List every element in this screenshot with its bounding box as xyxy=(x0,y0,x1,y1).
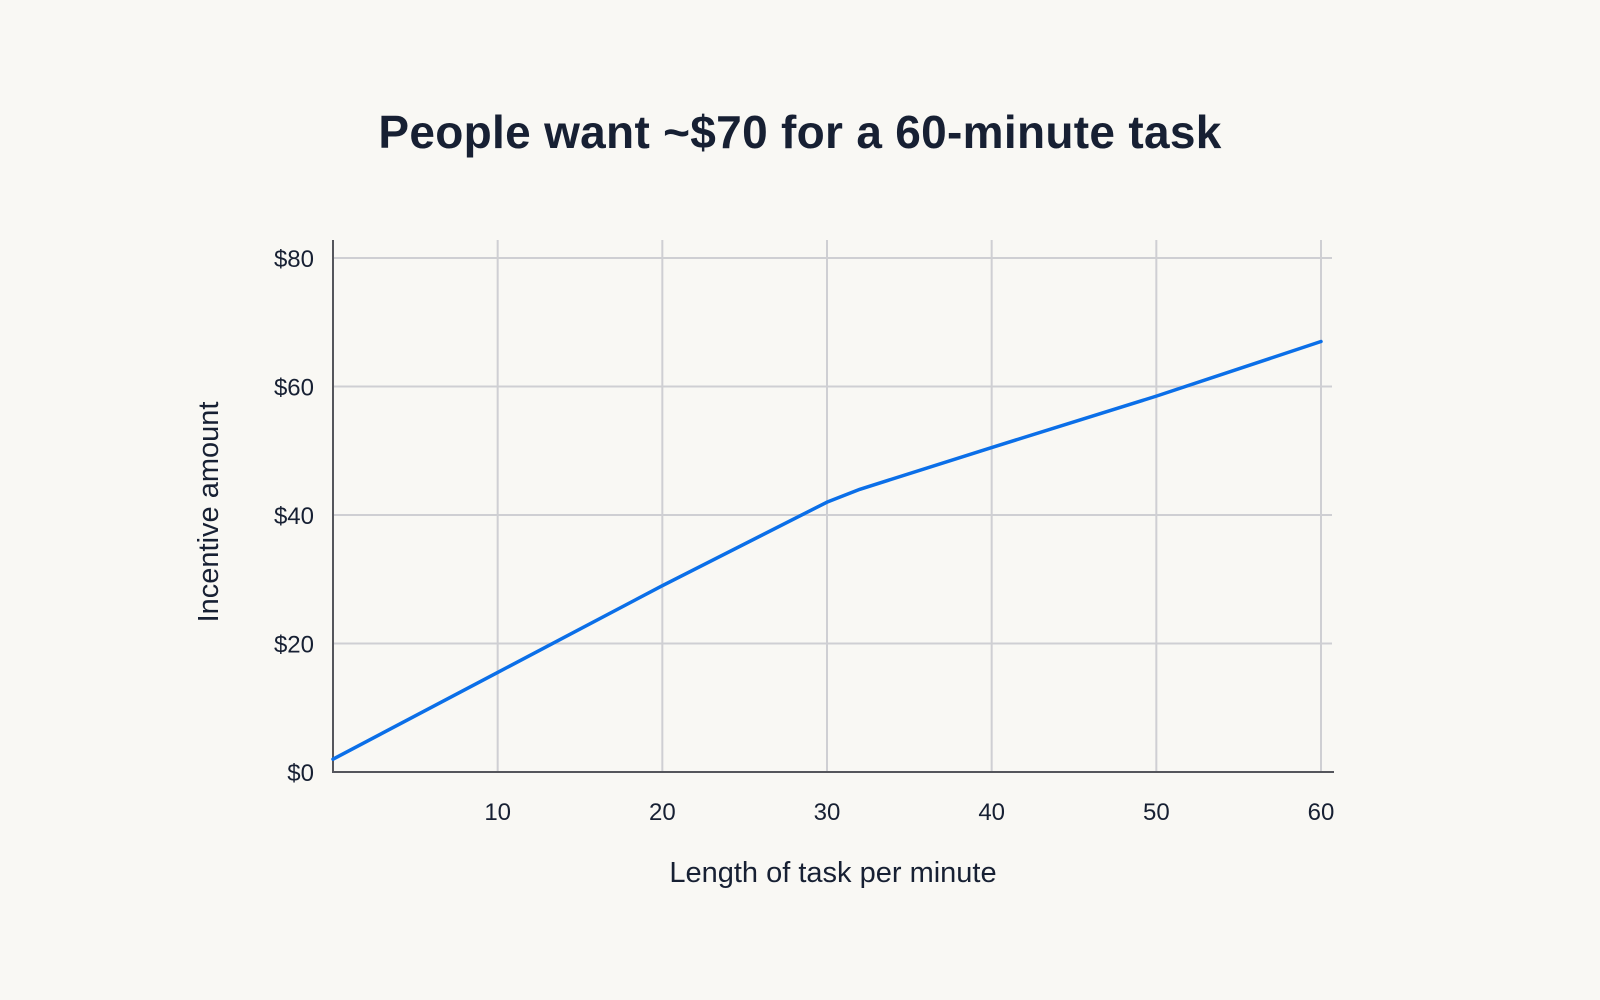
x-tick-label: 50 xyxy=(1143,799,1170,826)
y-tick-label: $0 xyxy=(287,760,314,787)
y-tick-label: $20 xyxy=(274,632,314,659)
x-tick-label: 60 xyxy=(1308,799,1335,826)
x-tick-label: 10 xyxy=(484,799,511,826)
y-tick-label: $40 xyxy=(274,503,314,530)
x-tick-label: 30 xyxy=(814,799,841,826)
x-tick-label: 40 xyxy=(978,799,1005,826)
chart-title: People want ~$70 for a 60-minute task xyxy=(378,106,1222,158)
y-tick-label: $60 xyxy=(274,375,314,402)
x-axis-label: Length of task per minute xyxy=(669,857,996,889)
series-line xyxy=(331,339,1323,761)
y-tick-label: $80 xyxy=(274,246,314,273)
y-axis-label: Incentive amount xyxy=(193,402,225,623)
x-tick-label: 20 xyxy=(649,799,676,826)
